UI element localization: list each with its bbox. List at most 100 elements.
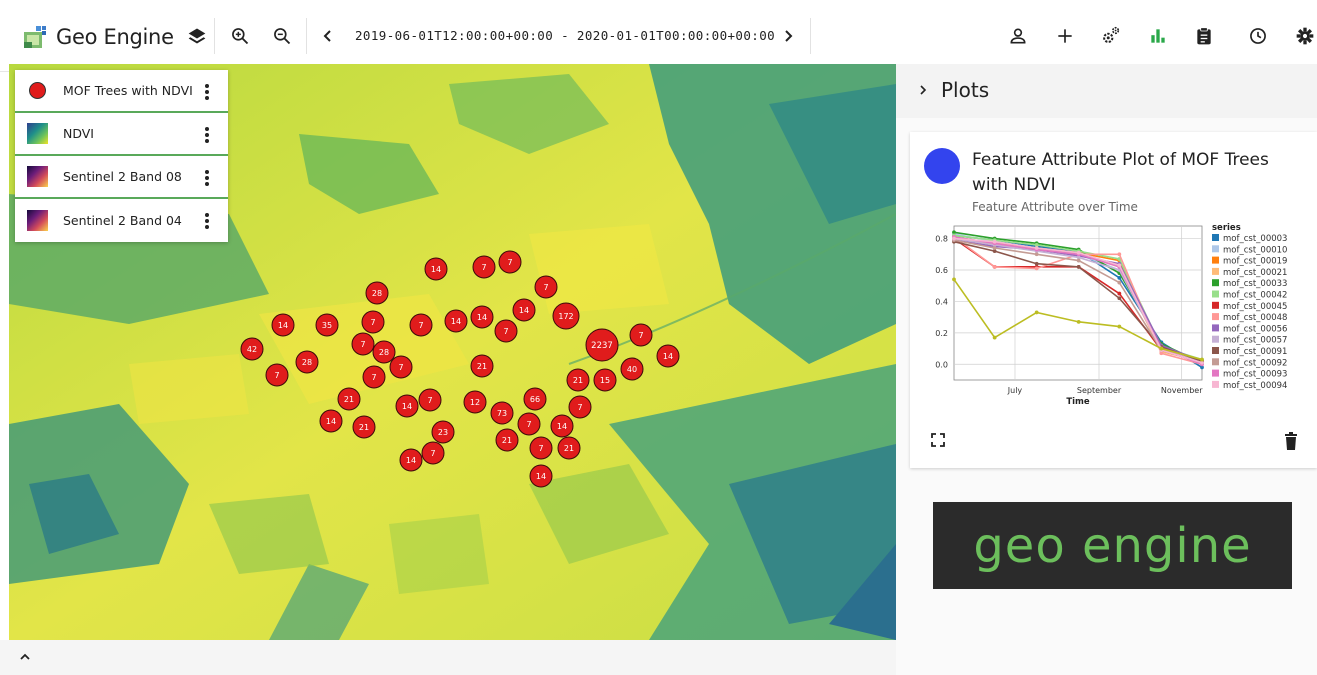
- y-tick-label: 0.6: [935, 266, 948, 275]
- feature-cluster[interactable]: [240, 337, 264, 361]
- layer-item-sentinel-band-04[interactable]: Sentinel 2 Band 04: [15, 199, 228, 242]
- legend-swatch: [1212, 380, 1219, 388]
- legend-label: mof_cst_00021: [1223, 268, 1287, 278]
- layer-item-sentinel-band-08[interactable]: Sentinel 2 Band 08: [15, 156, 228, 199]
- cluster-count-label: 7: [507, 258, 512, 267]
- legend-swatch: [1212, 369, 1219, 377]
- feature-cluster[interactable]: [550, 414, 574, 438]
- data-point: [1159, 351, 1164, 356]
- feature-cluster[interactable]: [337, 387, 361, 411]
- feature-cluster[interactable]: [472, 255, 496, 279]
- data-point: [1200, 360, 1204, 365]
- fullscreen-icon[interactable]: [930, 432, 946, 448]
- delete-icon[interactable]: [1284, 432, 1298, 450]
- feature-cluster[interactable]: [552, 302, 580, 330]
- feature-cluster[interactable]: [418, 388, 442, 412]
- feature-cluster[interactable]: [517, 412, 541, 436]
- feature-cluster[interactable]: [352, 415, 376, 439]
- feature-cluster[interactable]: [498, 250, 522, 274]
- cluster-count-label: 28: [372, 289, 382, 298]
- feature-cluster[interactable]: [421, 441, 445, 465]
- feature-cluster[interactable]: [424, 257, 448, 281]
- brand-logo-text: geo engine: [973, 517, 1252, 574]
- time-forward-icon[interactable]: [774, 22, 802, 50]
- clipboard-icon[interactable]: [1190, 22, 1218, 50]
- layer-item-mof-trees[interactable]: MOF Trees with NDVI: [15, 70, 228, 113]
- feature-cluster[interactable]: [568, 395, 592, 419]
- layer-item-ndvi[interactable]: NDVI: [15, 113, 228, 156]
- feature-cluster[interactable]: [372, 340, 396, 364]
- feature-cluster[interactable]: [389, 355, 413, 379]
- feature-cluster[interactable]: [351, 332, 375, 356]
- feature-cluster[interactable]: [399, 448, 423, 472]
- feature-cluster[interactable]: [470, 305, 494, 329]
- data-point: [1076, 258, 1081, 263]
- zoom-in-icon[interactable]: [226, 22, 254, 50]
- zoom-out-icon[interactable]: [268, 22, 296, 50]
- plots-title: Plots: [941, 78, 990, 102]
- feature-cluster[interactable]: [361, 310, 385, 334]
- data-point: [1117, 275, 1122, 280]
- feature-cluster[interactable]: [529, 464, 553, 488]
- feature-cluster[interactable]: [444, 309, 468, 333]
- more-vert-icon[interactable]: [200, 168, 214, 188]
- time-back-icon[interactable]: [314, 22, 342, 50]
- cluster-count-label: 7: [430, 449, 435, 458]
- add-icon[interactable]: [1051, 22, 1079, 50]
- more-vert-icon[interactable]: [200, 125, 214, 145]
- cluster-count-label: 35: [322, 321, 332, 330]
- layers-icon[interactable]: [183, 22, 211, 50]
- feature-cluster[interactable]: [315, 313, 339, 337]
- feature-cluster[interactable]: [271, 313, 295, 337]
- feature-cluster[interactable]: [585, 328, 619, 362]
- legend-swatch: [1212, 324, 1219, 332]
- legend-title: series: [1212, 223, 1241, 233]
- feature-cluster[interactable]: [529, 436, 553, 460]
- settings-icon[interactable]: [1291, 22, 1317, 50]
- more-vert-icon[interactable]: [200, 211, 214, 231]
- feature-cluster[interactable]: [494, 319, 518, 343]
- feature-cluster[interactable]: [295, 350, 319, 374]
- feature-cluster[interactable]: [409, 313, 433, 337]
- feature-cluster[interactable]: [463, 390, 487, 414]
- feature-cluster[interactable]: [629, 323, 653, 347]
- plots-header[interactable]: [896, 64, 1317, 118]
- feature-cluster[interactable]: [470, 354, 494, 378]
- feature-cluster[interactable]: [656, 344, 680, 368]
- data-point: [952, 277, 956, 282]
- feature-cluster[interactable]: [365, 281, 389, 305]
- x-tick-label: November: [1161, 386, 1203, 395]
- cluster-count-label: 7: [370, 318, 375, 327]
- feature-cluster[interactable]: [534, 275, 558, 299]
- feature-cluster[interactable]: [620, 357, 644, 381]
- feature-cluster[interactable]: [566, 368, 590, 392]
- operators-icon[interactable]: [1097, 22, 1125, 50]
- feature-cluster[interactable]: [490, 401, 514, 425]
- more-vert-icon[interactable]: [200, 82, 214, 102]
- feature-cluster[interactable]: [431, 420, 455, 444]
- user-icon[interactable]: [1004, 22, 1032, 50]
- feature-cluster[interactable]: [495, 428, 519, 452]
- top-toolbar: [0, 0, 1317, 72]
- chevron-up-icon[interactable]: [18, 652, 32, 662]
- legend-label: mof_cst_00003: [1223, 234, 1287, 244]
- feature-cluster[interactable]: [319, 409, 343, 433]
- feature-cluster[interactable]: [362, 365, 386, 389]
- cluster-count-label: 21: [564, 444, 574, 453]
- legend-swatch: [1212, 358, 1219, 366]
- feature-cluster[interactable]: [265, 363, 289, 387]
- feature-cluster[interactable]: [395, 394, 419, 418]
- feature-cluster[interactable]: [593, 368, 617, 392]
- time-range-label[interactable]: 2019-06-01T12:00:00+00:00 - 2020-01-01T0…: [355, 28, 776, 43]
- feature-cluster[interactable]: [523, 387, 547, 411]
- legend-label: mof_cst_00048: [1223, 313, 1287, 323]
- feature-cluster[interactable]: [557, 436, 581, 460]
- cluster-count-label: 2237: [591, 341, 613, 351]
- legend-label: mof_cst_00091: [1223, 347, 1287, 357]
- cluster-count-label: 21: [359, 423, 369, 432]
- cluster-count-label: 15: [600, 376, 610, 385]
- history-icon[interactable]: [1244, 22, 1272, 50]
- plots-icon[interactable]: [1144, 22, 1172, 50]
- chevron-right-icon[interactable]: [918, 84, 928, 96]
- feature-cluster[interactable]: [512, 298, 536, 322]
